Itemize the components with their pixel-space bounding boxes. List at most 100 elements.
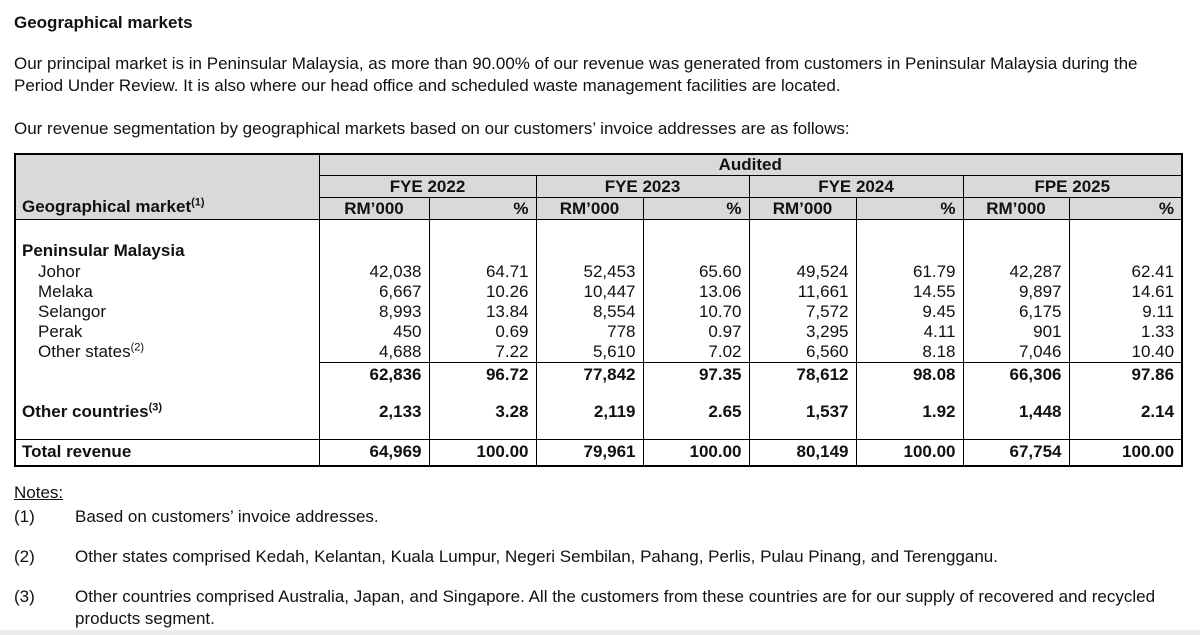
- period-header-fpe2025: FPE 2025: [962, 175, 1183, 198]
- cell: 98.08: [855, 361, 964, 388]
- cell: 62,836: [318, 361, 430, 388]
- cell: [855, 239, 964, 262]
- cell: 52,453: [535, 261, 644, 282]
- cell: 450: [318, 321, 430, 342]
- other-countries-label: Other countries: [22, 402, 149, 421]
- cell: 65.60: [642, 261, 750, 282]
- cell: 42,287: [962, 261, 1070, 282]
- cell: [14, 388, 320, 400]
- note-2: (2) Other states comprised Kedah, Kelant…: [14, 546, 1181, 568]
- cell: 6,667: [318, 281, 430, 302]
- table-row-melaka: Melaka 6,667 10.26 10,447 13.06 11,661 1…: [14, 281, 1183, 302]
- cell: [642, 239, 750, 262]
- section-title: Geographical markets: [14, 13, 193, 32]
- cell: [318, 219, 430, 240]
- unit-header: RM’000: [535, 197, 644, 220]
- row-label: Selangor: [14, 301, 320, 322]
- cell: 778: [535, 321, 644, 342]
- cell: 3.28: [428, 400, 537, 424]
- cell: 3,295: [748, 321, 857, 342]
- note-number: (1): [14, 507, 35, 526]
- cell: [962, 388, 1070, 400]
- cell: [748, 388, 857, 400]
- row-label: Perak: [14, 321, 320, 342]
- column-header-geographical-market: Geographical market(1): [14, 153, 320, 220]
- cell: 10,447: [535, 281, 644, 302]
- row-label: Peninsular Malaysia: [14, 239, 320, 262]
- cell: [428, 219, 537, 240]
- cell: 6,560: [748, 341, 857, 362]
- state-label: Other states: [38, 341, 131, 361]
- state-label: Perak: [38, 321, 83, 341]
- table-row-johor: Johor 42,038 64.71 52,453 65.60 49,524 6…: [14, 261, 1183, 282]
- cell: 8.18: [855, 341, 964, 362]
- header-row-units: RM’000 % RM’000 % RM’000 % RM’000 %: [15, 197, 1183, 220]
- cell: [642, 219, 750, 240]
- table-row-other-countries: Other countries(3) 2,133 3.28 2,119 2.65…: [14, 400, 1183, 424]
- cell: [962, 239, 1070, 262]
- cell: [855, 219, 964, 240]
- cell: [535, 219, 644, 240]
- cell: 13.84: [428, 301, 537, 322]
- period-header-fye2024: FYE 2024: [748, 175, 964, 198]
- cell: 4,688: [318, 341, 430, 362]
- footnote-ref-2: (2): [130, 341, 145, 354]
- cell: 0.97: [642, 321, 750, 342]
- cell: [14, 424, 320, 439]
- percent-header: %: [1068, 197, 1183, 220]
- note-text: Other states comprised Kedah, Kelantan, …: [75, 547, 998, 566]
- cell: 9.45: [855, 301, 964, 322]
- cell: 42,038: [318, 261, 430, 282]
- cell: 13.06: [642, 281, 750, 302]
- cell: [535, 388, 644, 400]
- cell: [535, 424, 644, 439]
- cell: 9.11: [1068, 301, 1183, 322]
- row-label: Melaka: [14, 281, 320, 302]
- cell: 8,993: [318, 301, 430, 322]
- cell: 0.69: [428, 321, 537, 342]
- cell: 100.00: [855, 438, 964, 466]
- cell: 49,524: [748, 261, 857, 282]
- cell: [1068, 239, 1183, 262]
- revenue-by-geography-table: Geographical market(1) Audited FYE 2022 …: [14, 152, 1184, 467]
- row-label: Other countries(3): [14, 400, 320, 424]
- cell: 2,133: [318, 400, 430, 424]
- period-header-fye2022: FYE 2022: [318, 175, 537, 198]
- note-number: (2): [14, 547, 35, 566]
- header-row-periods: FYE 2022 FYE 2023 FYE 2024 FPE 2025: [15, 175, 1183, 198]
- cell: 78,612: [748, 361, 857, 388]
- cell: [642, 424, 750, 439]
- cell: 5,610: [535, 341, 644, 362]
- table-row-selangor: Selangor 8,993 13.84 8,554 10.70 7,572 9…: [14, 301, 1183, 322]
- footnote-ref-3: (3): [148, 401, 163, 414]
- cell: 901: [962, 321, 1070, 342]
- cell: [428, 388, 537, 400]
- cell: [748, 219, 857, 240]
- unit-header: RM’000: [748, 197, 857, 220]
- cell: 4.11: [855, 321, 964, 342]
- cell: 97.35: [642, 361, 750, 388]
- cell: 8,554: [535, 301, 644, 322]
- cell: 100.00: [1068, 438, 1183, 466]
- cell: 14.55: [855, 281, 964, 302]
- cell: 2.65: [642, 400, 750, 424]
- spacer-row: [14, 219, 1183, 240]
- spacer-row: [14, 424, 1183, 439]
- cell: 1,537: [748, 400, 857, 424]
- cell: 62.41: [1068, 261, 1183, 282]
- notes-heading: Notes:: [14, 483, 64, 502]
- cell: 61.79: [855, 261, 964, 282]
- cell: [535, 239, 644, 262]
- audited-header: Audited: [318, 153, 1183, 176]
- cell: 7,046: [962, 341, 1070, 362]
- intro-paragraph: Our principal market is in Peninsular Ma…: [14, 54, 1138, 95]
- unit-header: RM’000: [318, 197, 430, 220]
- cell: 2.14: [1068, 400, 1183, 424]
- cell: 67,754: [962, 438, 1070, 466]
- cell: 96.72: [428, 361, 537, 388]
- cell: [1068, 219, 1183, 240]
- page-bottom-edge: [0, 630, 1200, 635]
- cell: 2,119: [535, 400, 644, 424]
- cell: [748, 239, 857, 262]
- cell: 10.70: [642, 301, 750, 322]
